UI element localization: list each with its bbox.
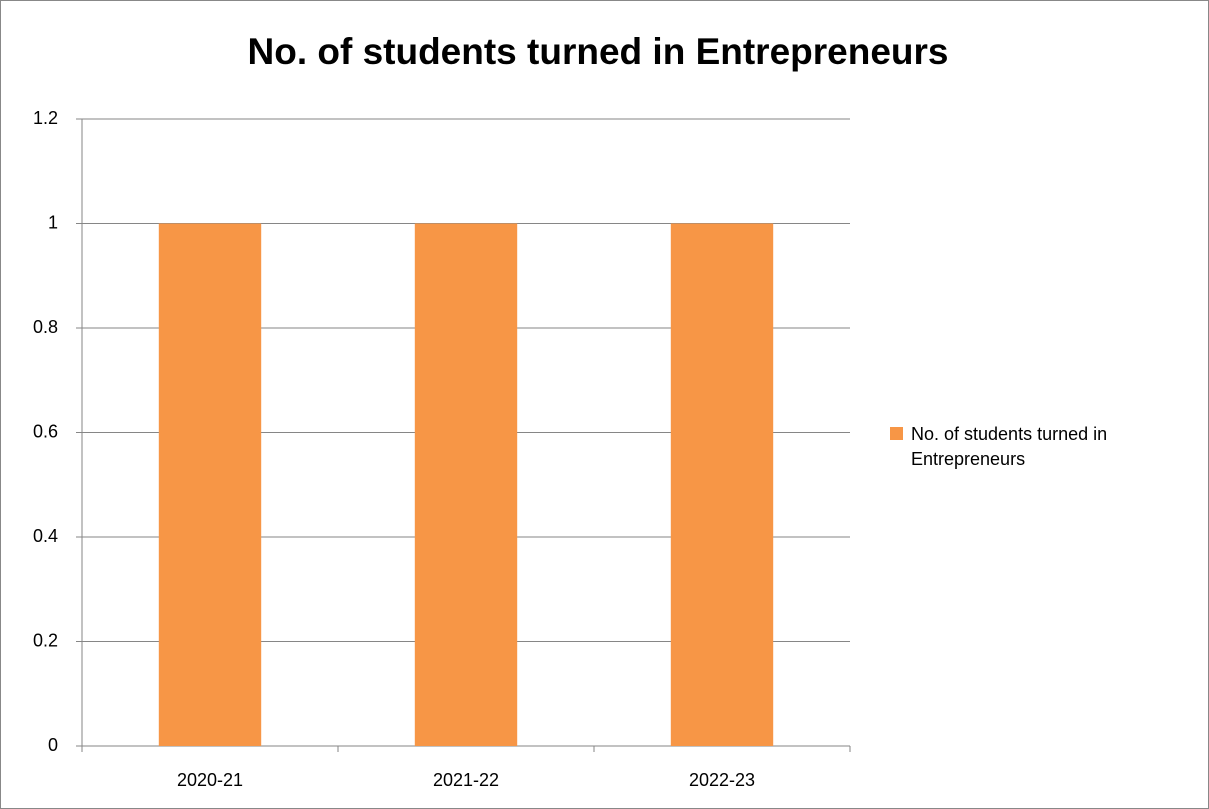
x-tick-label: 2022-23: [689, 770, 755, 790]
x-tick-label: 2020-21: [177, 770, 243, 790]
x-tick-label: 2021-22: [433, 770, 499, 790]
y-tick-label: 1.2: [33, 108, 58, 128]
y-tick-label: 0.6: [33, 421, 58, 441]
legend-label: No. of students turned in Entrepreneurs: [911, 424, 1108, 469]
y-tick-label: 0.4: [33, 526, 58, 546]
bar: [670, 223, 774, 746]
y-tick-label: 0: [48, 735, 58, 755]
bar: [414, 223, 518, 746]
y-tick-label: 0.8: [33, 317, 58, 337]
legend-swatch: [890, 427, 903, 440]
y-tick-label: 0.2: [33, 630, 58, 650]
legend: No. of students turned in Entrepreneurs: [890, 422, 1190, 472]
bar: [158, 223, 262, 746]
y-tick-label: 1: [48, 212, 58, 232]
chart-title: No. of students turned in Entrepreneurs: [248, 31, 949, 72]
